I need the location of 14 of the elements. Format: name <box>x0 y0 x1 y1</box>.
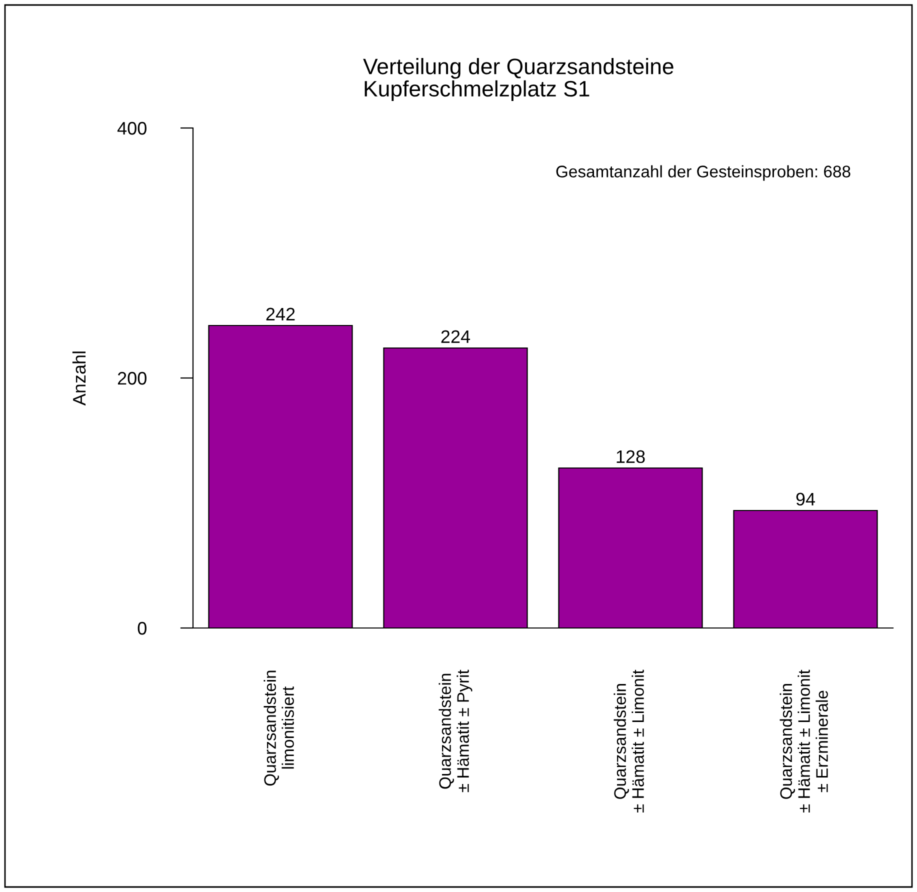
y-tick-label: 0 <box>138 622 146 635</box>
data-label: 224 <box>441 330 470 343</box>
data-label: 128 <box>616 450 645 464</box>
annotation: Gesamtanzahl der Gesteinsproben: 688 <box>556 165 850 181</box>
x-tick-label: Quarzsandstein ± Hämatit ± Limonit ± Erzminerale <box>780 670 828 812</box>
data-label: 242 <box>266 308 295 320</box>
x-tick-label: Quarzsandstein ± Hämatit ± Limonit <box>614 670 644 812</box>
y-tick-label: 200 <box>118 372 146 385</box>
y-tick-label: 400 <box>117 122 146 135</box>
y-axis-title: Anzahl <box>72 352 86 406</box>
x-tick-label: Quarzsandstein ± Hämatit ± Pyrit <box>438 670 472 792</box>
x-tick-label: Quarzsandstein limonitisiert <box>264 670 294 786</box>
data-label: 94 <box>796 492 816 506</box>
chart-title: Verteilung der Quarzsandsteine Kupferschmelzplatz S1 <box>363 58 674 102</box>
